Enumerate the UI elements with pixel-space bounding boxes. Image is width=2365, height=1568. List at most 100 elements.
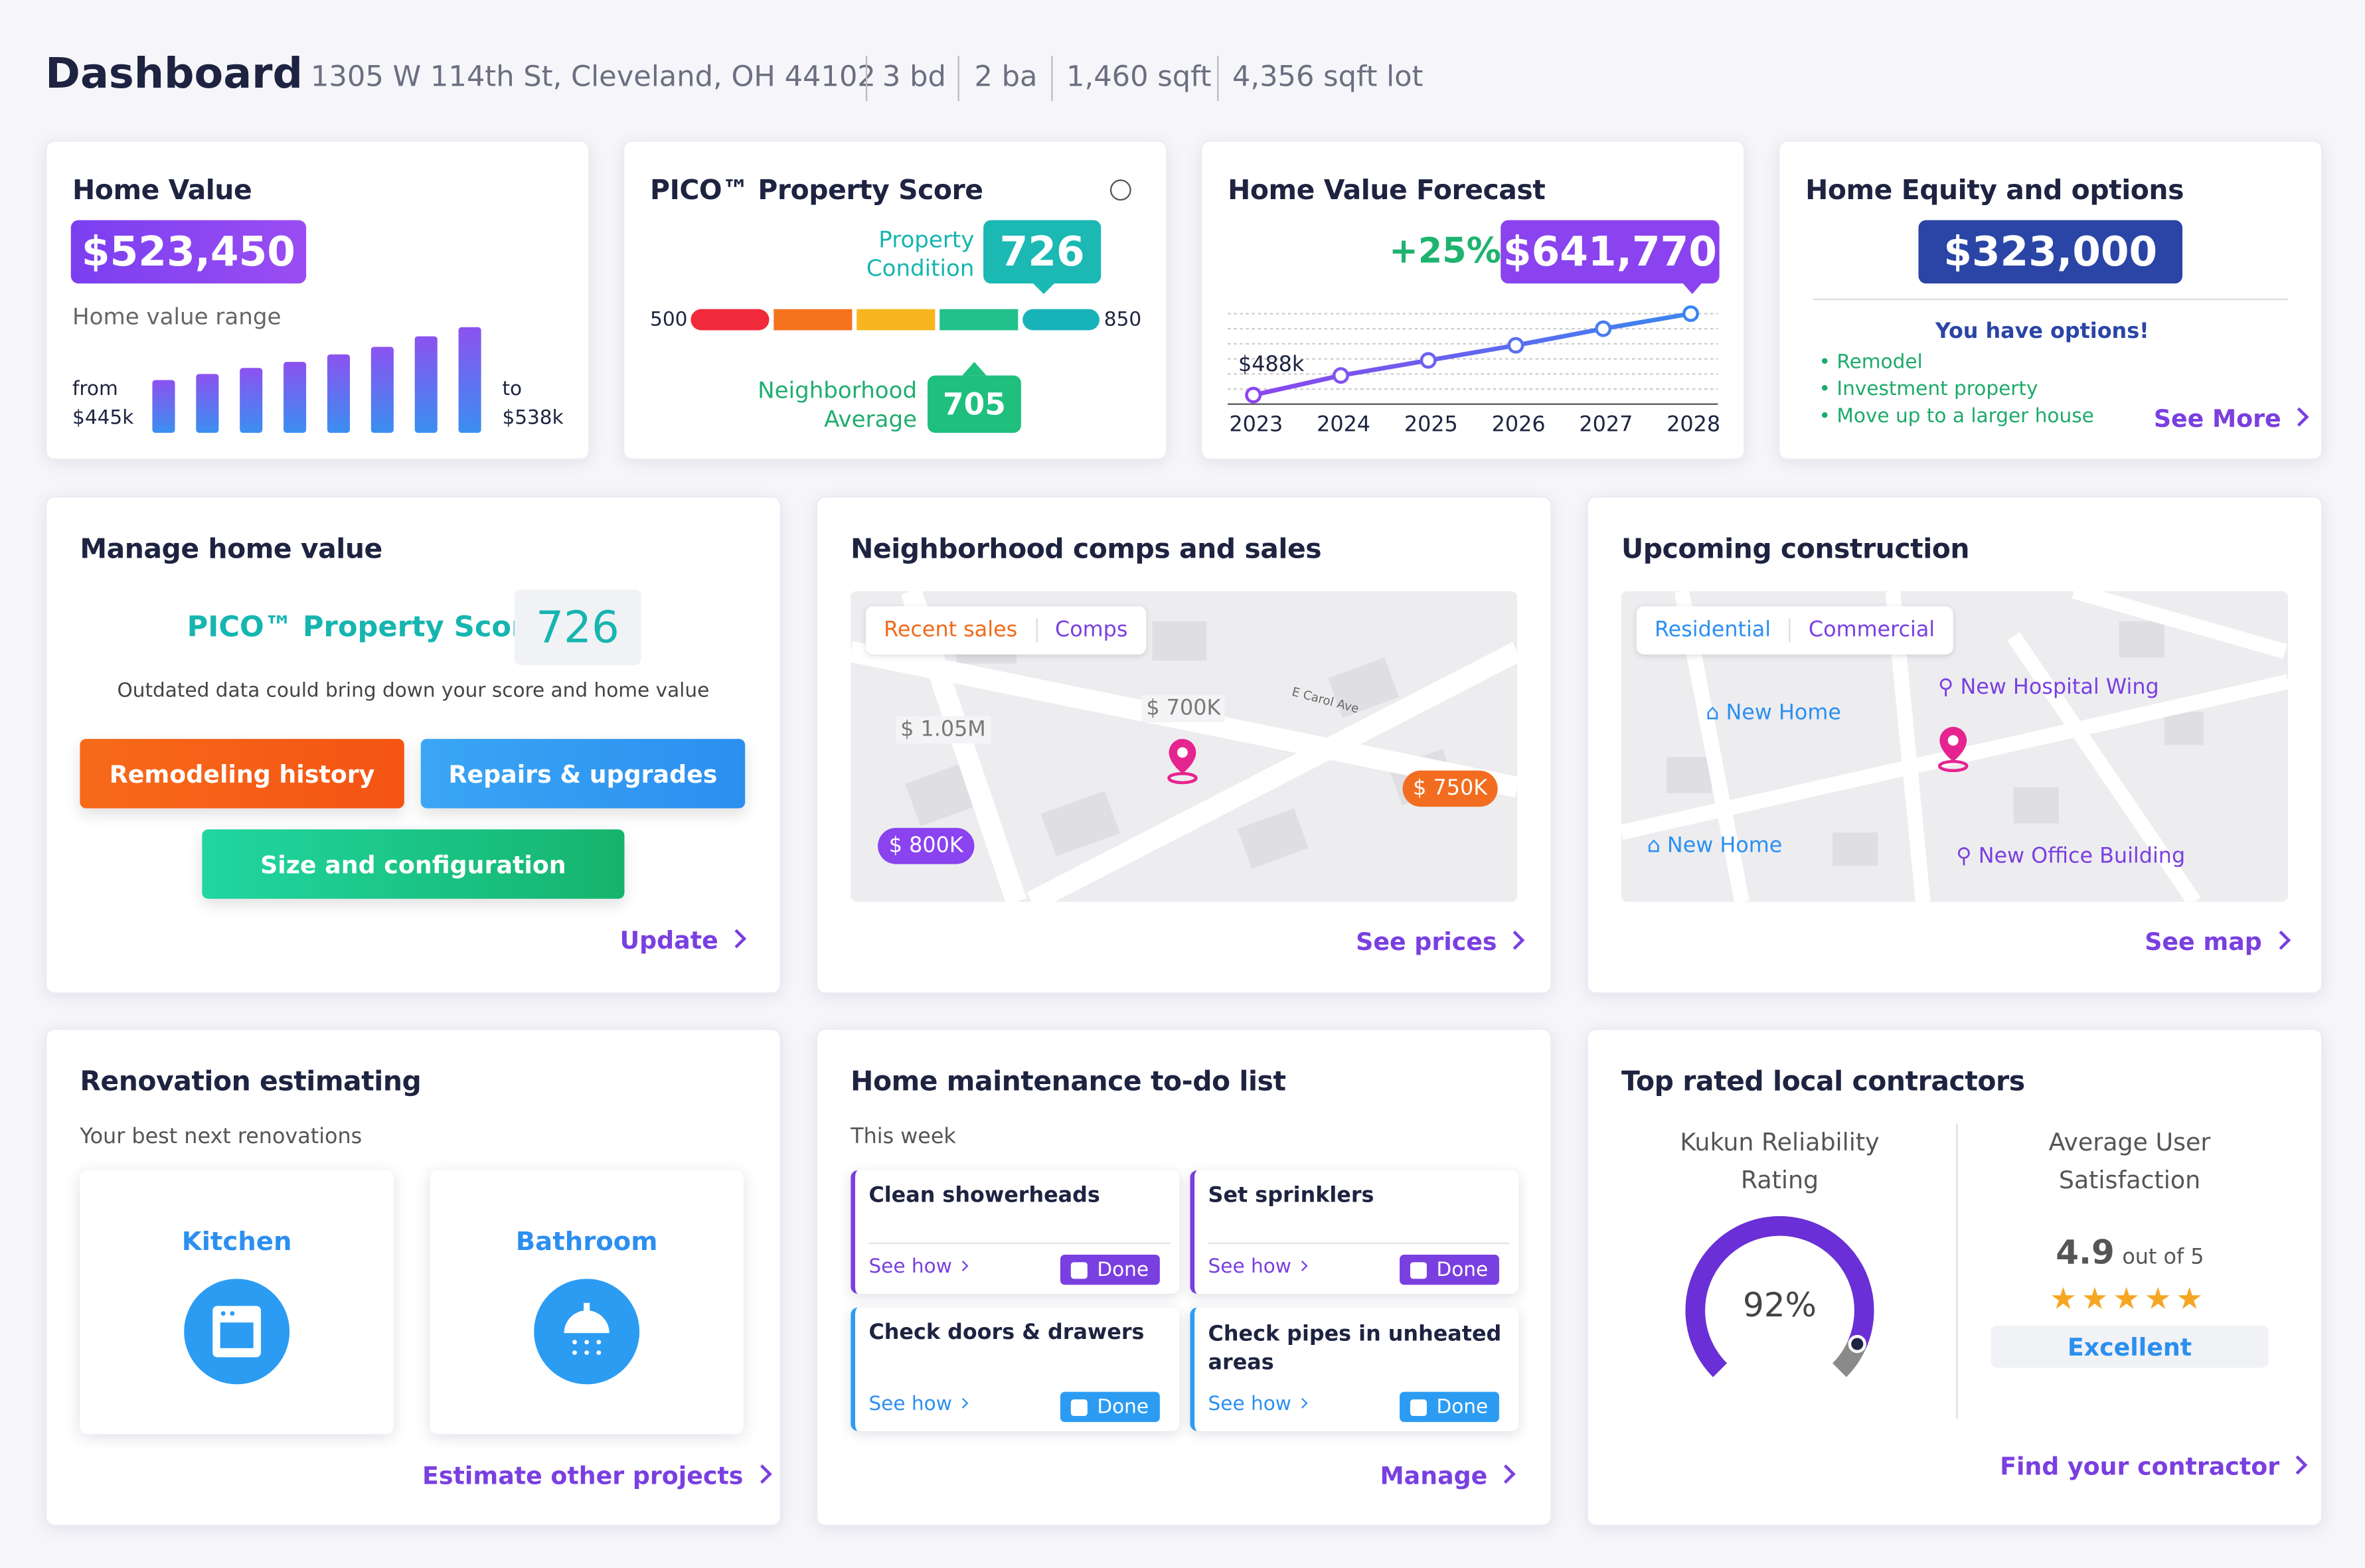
items[interactable]: Bathroom: [515, 1227, 658, 1258]
card: Home Equity and options $323,000 You hav…: [1778, 140, 2323, 460]
rect: [2013, 787, 2059, 824]
chev: [727, 929, 747, 949]
buttons[interactable]: Repairs & upgrades: [420, 739, 746, 809]
options: Move up to a larger house: [1836, 406, 2094, 429]
places: New Home: [1667, 834, 1783, 858]
circle: [1245, 386, 1262, 404]
a: ⚲ New Office Building: [1956, 844, 2186, 869]
link: Find your contractor: [2000, 1452, 2280, 1481]
a: [1813, 298, 2289, 301]
a: [1938, 726, 1969, 773]
prices: $ 750K: [1402, 770, 1498, 807]
rect: [691, 309, 770, 331]
chev: [2271, 930, 2291, 950]
link[interactable]: Find your contractor: [2000, 1452, 2308, 1481]
rect: [196, 374, 219, 433]
link[interactable]: Manage: [1380, 1461, 1516, 1490]
note: Outdated data could bring down your scor…: [117, 680, 710, 703]
a: [534, 1279, 640, 1385]
subtitle: You have options!: [1935, 319, 2149, 344]
sm[interactable]: See how: [868, 1256, 969, 1279]
map: Residential Commercial ⌂ New Home ⚲ New H…: [1621, 591, 2289, 902]
buttons[interactable]: Size and configuration: [202, 829, 625, 899]
title: Home Value: [72, 175, 252, 207]
sm[interactable]: See how: [1208, 1256, 1309, 1279]
link[interactable]: Estimate other projects: [422, 1461, 772, 1490]
tabs[interactable]: Recent sales: [884, 618, 1018, 643]
a: [1956, 1123, 1958, 1419]
i: [1410, 1261, 1427, 1279]
satisfaction-label: Average User Satisfaction: [2048, 1128, 2211, 1195]
rect: [2119, 621, 2164, 658]
a: [1681, 281, 1703, 294]
a: [1051, 56, 1053, 102]
rect: [774, 309, 853, 331]
tabs[interactable]: Commercial: [1789, 618, 1953, 643]
sm[interactable]: See how: [868, 1393, 969, 1416]
chev: [2289, 1455, 2308, 1475]
link[interactable]: See map: [2145, 927, 2291, 956]
rating-suffix: out of 5: [2122, 1245, 2204, 1270]
g: [572, 1340, 602, 1356]
chev: [2290, 407, 2310, 427]
a: [957, 56, 959, 102]
prices: $ 1.05M: [896, 716, 991, 744]
path: [564, 1310, 610, 1334]
card: Home maintenance to-do list This week Cl…: [815, 1028, 1552, 1526]
task: Check doors & drawers See how Done: [851, 1307, 1180, 1431]
neighborhood: 705: [928, 375, 1021, 433]
done[interactable]: Done: [1060, 1254, 1160, 1285]
done: Done: [1436, 1395, 1489, 1419]
rect: [1832, 832, 1878, 866]
circle: [1682, 305, 1699, 322]
prices: $ 800K: [878, 828, 975, 864]
rect: [856, 309, 936, 331]
rect: [414, 336, 438, 433]
tasks: Check pipes in unheated areas: [1208, 1322, 1502, 1375]
items[interactable]: Kitchen: [181, 1227, 292, 1258]
gauge-value: [1685, 1216, 1874, 1377]
done: Done: [1097, 1395, 1149, 1419]
title: Home Equity and options: [1805, 175, 2184, 207]
polyline: [1252, 311, 1692, 398]
rect: [1022, 309, 1100, 331]
sm: • Remodel: [1819, 351, 1923, 374]
rect: [458, 327, 481, 433]
card: Manage home value PICO™ Property Score 7…: [45, 496, 781, 994]
tabs[interactable]: Residential: [1654, 618, 1771, 643]
sm[interactable]: See how: [1208, 1393, 1309, 1416]
link: See More: [2153, 404, 2281, 433]
done[interactable]: Done: [1400, 1254, 1499, 1285]
done[interactable]: Done: [1060, 1391, 1160, 1423]
sm: • Move up to a larger house: [1819, 406, 2094, 429]
buttons[interactable]: Remodeling history: [80, 739, 404, 809]
link[interactable]: See prices: [1356, 927, 1526, 956]
task: Set sprinklers See how Done: [1190, 1170, 1519, 1294]
card: Home Value $523,450 Home value range fro…: [45, 140, 590, 460]
link[interactable]: Update: [620, 926, 747, 955]
task: Clean showerheads See how Done: [851, 1170, 1180, 1294]
score-bar: [691, 309, 1100, 331]
value: $641,770: [1501, 220, 1720, 284]
sm: • Investment property: [1819, 378, 2038, 402]
options: Remodel: [1836, 351, 1923, 374]
circle: [584, 1340, 590, 1345]
g: [1245, 305, 1699, 404]
chev: [1497, 1464, 1516, 1484]
link[interactable]: See More: [2153, 404, 2310, 433]
a: [868, 1242, 1171, 1245]
link: Manage: [1380, 1461, 1488, 1490]
line: [1026, 642, 1518, 902]
circle: [1595, 320, 1612, 337]
card: Neighborhood comps and sales Recent sale…: [815, 496, 1552, 994]
tabs: Residential Commercial: [1636, 606, 1953, 655]
rect: [939, 309, 1019, 331]
i: [1071, 1261, 1088, 1279]
rect: [2164, 712, 2204, 745]
done[interactable]: Done: [1400, 1391, 1499, 1423]
tabs[interactable]: Comps: [1035, 618, 1145, 643]
years: 2026: [1491, 413, 1546, 437]
a: [1031, 281, 1056, 294]
min: 500: [650, 309, 688, 332]
